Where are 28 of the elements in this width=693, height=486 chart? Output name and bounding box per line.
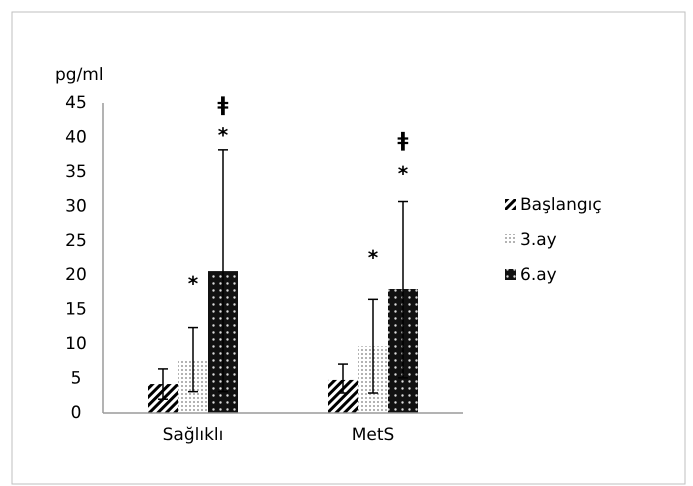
y-tick-label: 40 bbox=[65, 127, 87, 148]
bar bbox=[178, 360, 208, 413]
y-tick-label: 5 bbox=[70, 368, 82, 389]
y-tick-label: 35 bbox=[65, 162, 87, 182]
bar bbox=[328, 380, 358, 413]
legend-label: 3.ay bbox=[520, 230, 557, 250]
y-tick-label: 0 bbox=[70, 403, 82, 423]
y-tick-label: 30 bbox=[65, 196, 87, 216]
legend-label: Başlangıç bbox=[520, 195, 602, 215]
bar bbox=[358, 346, 388, 413]
legend-label: 6.ay bbox=[520, 265, 557, 285]
annotation: * bbox=[398, 162, 409, 186]
bar bbox=[388, 289, 418, 413]
annotation: * bbox=[218, 122, 229, 147]
annotation: ǂ bbox=[218, 92, 229, 116]
x-tick-label: MetS bbox=[352, 425, 394, 445]
y-tick-label: 20 bbox=[65, 265, 87, 286]
annotation: ǂ bbox=[398, 128, 409, 152]
annotation: * bbox=[188, 272, 199, 296]
bar bbox=[208, 271, 238, 413]
y-axis-title: pg/ml bbox=[55, 65, 104, 85]
annotation: * bbox=[368, 245, 379, 270]
y-tick-label: 15 bbox=[65, 300, 87, 320]
y-tick-label: 25 bbox=[65, 230, 87, 251]
y-tick-label: 10 bbox=[65, 334, 87, 354]
x-tick-label: Sağlıklı bbox=[162, 425, 224, 445]
y-tick-label: 45 bbox=[65, 93, 87, 113]
bar bbox=[148, 384, 178, 413]
